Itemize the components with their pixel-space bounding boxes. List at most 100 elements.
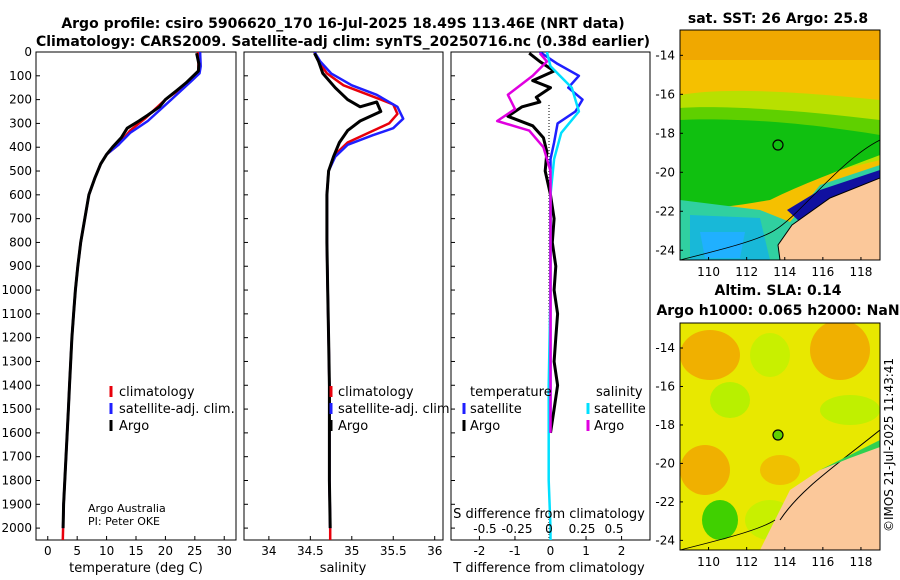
y-tick-label: 200	[9, 93, 32, 107]
x-tick-label: 20	[158, 544, 173, 558]
difference-panel: -2 -1 0 1 2 T difference from climatology S …	[450, 51, 651, 576]
x-tick-label: 34	[261, 544, 276, 558]
chart-title-line1: Argo profile: csiro 5906620_170 16-Jul-2…	[61, 16, 624, 32]
x-tick-label: 35	[344, 544, 359, 558]
argo-location-marker-sla	[772, 429, 784, 441]
map-y-tick-label: -16	[655, 379, 675, 393]
legend-t-argo: Argo	[470, 419, 500, 434]
map-x-tick-label: 110	[697, 555, 720, 569]
s-top-tick-label: 0.5	[604, 522, 623, 536]
x-tick-label: 5	[73, 544, 81, 558]
y-tick-label: 0	[24, 45, 32, 59]
legend-s-sat: satellite	[594, 402, 646, 417]
series-line-t-argo	[506, 52, 560, 434]
y-tick-label: 1200	[1, 331, 32, 345]
salinity-xlabel: salinity	[320, 561, 367, 576]
map-y-tick-label: -20	[655, 165, 675, 179]
y-tick-label: 600	[9, 188, 32, 202]
difference-xlabel: T difference from climatology	[452, 561, 645, 576]
x-tick-label: 10	[99, 544, 114, 558]
legend-satellite: satellite-adj. clim.	[119, 402, 235, 417]
y-tick-label: 1900	[1, 497, 32, 511]
legend-temperature-title: temperature	[470, 385, 552, 400]
y-tick-label: 1400	[1, 378, 32, 392]
sla-map-title1: Altim. SLA: 0.14	[714, 283, 841, 299]
sst-map-title: sat. SST: 26 Argo: 25.8	[688, 11, 868, 27]
x-tick-label: 2	[618, 544, 626, 558]
difference-legend: temperature satellite Argo salinity sate…	[462, 385, 646, 434]
map-x-tick-label: 116	[811, 265, 834, 279]
legend-salinity-title: salinity	[596, 385, 643, 400]
x-tick-label: 0	[44, 544, 52, 558]
map-y-tick-label: -22	[655, 495, 675, 509]
s-top-tick-label: -0.5	[473, 522, 496, 536]
y-tick-label: 1800	[1, 473, 32, 487]
series-line-s-satellite	[545, 52, 581, 540]
x-tick-label: 1	[582, 544, 590, 558]
legend-climatology: climatology	[119, 385, 195, 400]
map-x-tick-label: 118	[849, 555, 872, 569]
y-tick-label: 1000	[1, 283, 32, 297]
s-difference-top-label: S difference from climatology	[453, 507, 645, 522]
map-y-tick-label: -16	[655, 87, 675, 101]
map-x-tick-label: 114	[773, 555, 796, 569]
y-tick-label: 300	[9, 116, 32, 130]
y-tick-label: 1300	[1, 354, 32, 368]
x-tick-label: 15	[128, 544, 143, 558]
x-tick-label: 25	[187, 544, 202, 558]
legend-argo: Argo	[119, 419, 149, 434]
temperature-axes	[35, 51, 237, 541]
x-tick-label: 34.5	[297, 544, 324, 558]
map-y-tick-label: -14	[655, 48, 675, 62]
x-tick-label: 36	[427, 544, 442, 558]
temperature-xlabel: temperature (deg C)	[69, 561, 203, 576]
map-x-tick-label: 110	[697, 265, 720, 279]
map-x-tick-label: 118	[849, 265, 872, 279]
sla-map: Altim. SLA: 0.14 Argo h1000: 0.065 h2000…	[655, 283, 899, 569]
map-y-tick-label: -22	[655, 204, 675, 218]
map-x-tick-label: 116	[811, 555, 834, 569]
map-x-tick-label: 112	[735, 265, 758, 279]
y-tick-label: 700	[9, 212, 32, 226]
y-tick-label: 800	[9, 235, 32, 249]
sst-map: sat. SST: 26 Argo: 25.8 110 112 114 116 118 -…	[655, 11, 881, 279]
y-tick-label: 500	[9, 164, 32, 178]
s-legend-climatology: climatology	[338, 385, 414, 400]
y-tick-label: 1100	[1, 307, 32, 321]
temperature-panel: 0 5 10 15 20 25 300100200300400500600700800900…	[1, 45, 237, 576]
map-y-tick-label: -20	[655, 456, 675, 470]
s-legend-satellite: satellite-adj. clim.	[338, 402, 454, 417]
salinity-axes	[243, 51, 444, 541]
salinity-panel: 34 34.5 35 35.5 36 salinity climatology sate…	[243, 51, 454, 576]
temperature-legend: climatology satellite-adj. clim. Argo	[109, 385, 235, 434]
s-top-tick-label: 0.25	[569, 522, 596, 536]
series-line-argo	[61, 52, 201, 529]
s-top-tick-label: 0	[545, 522, 553, 536]
y-tick-label: 1500	[1, 402, 32, 416]
y-tick-label: 2000	[1, 521, 32, 535]
x-tick-label: -1	[509, 544, 521, 558]
salinity-legend: climatology satellite-adj. clim. Argo	[329, 385, 454, 434]
s-top-tick-label: -0.25	[501, 522, 532, 536]
y-tick-label: 1600	[1, 426, 32, 440]
x-tick-label: 30	[217, 544, 232, 558]
legend-t-sat: satellite	[470, 402, 522, 417]
y-tick-label: 900	[9, 259, 32, 273]
map-x-tick-label: 112	[735, 555, 758, 569]
x-tick-label: 0	[547, 544, 555, 558]
map-y-tick-label: -18	[655, 126, 675, 140]
series-line-argo	[313, 52, 383, 529]
sla-map-title2: Argo h1000: 0.065 h2000: NaN	[656, 303, 899, 319]
map-y-tick-label: -24	[655, 533, 675, 547]
note-pi: PI: Peter OKE	[88, 515, 160, 528]
map-y-tick-label: -14	[655, 341, 675, 355]
argo-location-marker-sst	[772, 139, 784, 151]
x-tick-label: 35.5	[380, 544, 407, 558]
note-argo-australia: Argo Australia	[88, 502, 166, 515]
imos-watermark: ©IMOS 21-Jul-2025 11:43:41	[882, 358, 896, 532]
map-y-tick-label: -18	[655, 418, 675, 432]
legend-s-argo: Argo	[594, 419, 624, 434]
s-legend-argo: Argo	[338, 419, 368, 434]
y-tick-label: 100	[9, 69, 32, 83]
